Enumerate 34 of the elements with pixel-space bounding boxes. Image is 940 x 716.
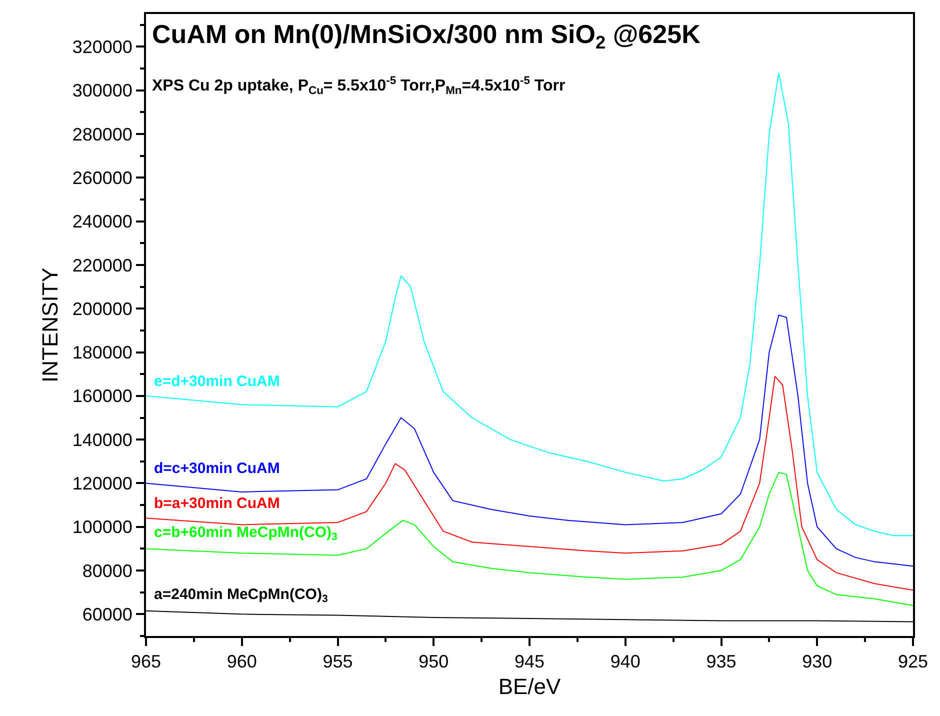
y-tick-label: 180000 (72, 342, 132, 363)
x-tick-label: 965 (130, 652, 162, 672)
y-tick-label: 140000 (72, 430, 132, 450)
x-tick-label: 930 (802, 652, 832, 672)
x-tick-label: 955 (322, 652, 353, 672)
line-series (146, 314, 913, 567)
chart-title: CuAM on Mn(0)/MnSiOx/300 nm SiO$_{2}$ @625K (152, 19, 701, 52)
series-label: d=c+30min CuAM (154, 460, 280, 477)
y-tick-label: 60000 (82, 604, 132, 624)
y-tick-label: 120000 (72, 474, 132, 494)
y-tick-label: 100000 (72, 517, 132, 538)
x-tick-label: 940 (610, 652, 640, 672)
x-axis-title: BE/eV (498, 674, 562, 699)
x-tick-label: 950 (418, 652, 449, 672)
x-tick-label: 945 (514, 652, 545, 672)
y-tick-label: 80000 (82, 560, 132, 581)
line-series (146, 472, 913, 606)
series-label: a=240min MeCpMn(CO)$_{3}$ (154, 586, 328, 606)
series-label: e=d+30min CuAM (154, 373, 280, 390)
x-tick-label: 960 (226, 652, 257, 672)
y-tick-label: 200000 (72, 298, 132, 319)
series-label: b=a+30min CuAM (154, 495, 280, 512)
text: XPS Cu 2p uptake, P$_{Cu}$= 5.5x10$^{-5}$ Torr,P$_{Mn}$=4.5x10$^{-5}$ Torr (152, 75, 566, 98)
y-tick-label: 160000 (72, 386, 132, 406)
y-tick-label: 240000 (72, 212, 132, 232)
y-tick-label: 300000 (72, 80, 132, 101)
y-axis-title: INTENSITY (38, 267, 63, 382)
y-tick-label: 220000 (72, 255, 132, 276)
series-label: c=b+60min MeCpMn(CO)$_{3}$ (154, 524, 338, 544)
x-tick-label: 935 (706, 652, 736, 672)
y-tick-label: 280000 (72, 124, 132, 144)
y-tick-label: 260000 (72, 168, 132, 188)
x-tick-label: 925 (898, 652, 928, 672)
y-tick-label: 320000 (72, 37, 132, 58)
